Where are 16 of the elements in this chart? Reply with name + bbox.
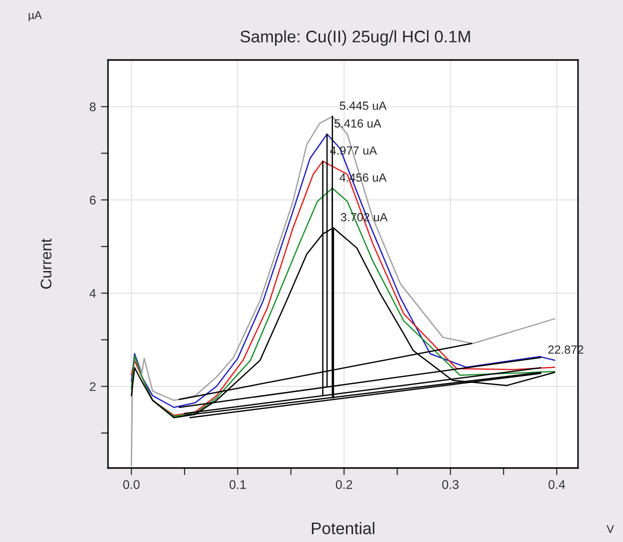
x-tick-label: 0.1 — [230, 480, 246, 489]
text: V — [606, 525, 614, 533]
y-tick-label: 2 — [90, 382, 96, 391]
y-tick-label: 8 — [90, 102, 96, 112]
y-tick-label: 4 — [90, 289, 96, 298]
text: µA — [28, 11, 42, 22]
x-axis-title: Potential — [312, 522, 374, 534]
y-axis-title: Current — [40, 238, 52, 289]
chart-title: Sample: Cu(II) 25ug/l HCl 0.1M — [240, 30, 470, 46]
x-tick-label: 0.3 — [442, 480, 459, 489]
x-tick-label: 0.4 — [548, 480, 566, 489]
annotation: 5.445 uA — [340, 102, 387, 110]
x-tick-label: 0.2 — [336, 480, 352, 489]
x-tick-label: 0.0 — [123, 480, 140, 489]
annotation: 5.416 uA — [334, 119, 382, 128]
y-tick-label: 6 — [90, 196, 96, 205]
